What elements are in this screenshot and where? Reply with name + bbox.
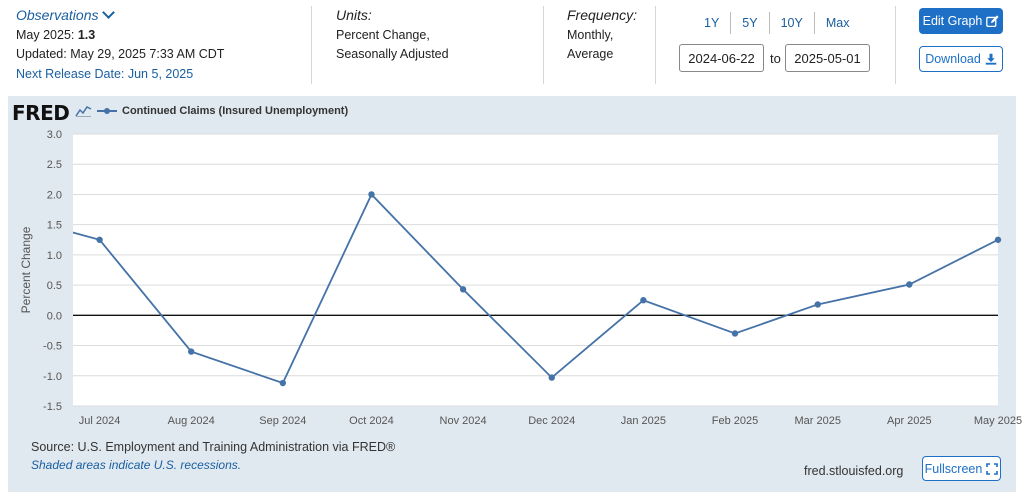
data-point: [548, 374, 555, 381]
x-tick-label: Oct 2024: [349, 415, 394, 427]
data-point: [188, 348, 195, 355]
y-tick-label: -0.5: [43, 341, 62, 353]
units-line1: Percent Change,: [336, 27, 430, 42]
updated-text: Updated: May 29, 2025 7:33 AM CDT: [16, 47, 225, 61]
y-tick-label: 2.5: [47, 159, 62, 171]
observations-title: Observations: [16, 7, 99, 23]
legend-marker: [97, 108, 117, 114]
fullscreen-icon: [986, 462, 999, 475]
x-tick-label: Dec 2024: [528, 415, 575, 427]
y-tick-label: 2.0: [47, 189, 62, 201]
to-label: to: [770, 51, 781, 66]
line-graph-icon: [75, 106, 92, 117]
data-point: [96, 236, 103, 243]
y-tick-label: -1.0: [43, 371, 62, 383]
x-tick-label: Nov 2024: [440, 415, 487, 427]
observations-dropdown[interactable]: Observations: [16, 6, 224, 26]
y-tick-label: 0.0: [47, 310, 62, 322]
y-tick-label: 0.5: [47, 280, 62, 292]
y-tick-label: -1.5: [43, 401, 62, 413]
latest-observation: May 2025: 1.3: [16, 26, 224, 46]
frequency-line1: Monthly,: [567, 27, 614, 42]
divider: [311, 6, 312, 84]
divider: [655, 6, 656, 84]
chevron-down-icon: [102, 6, 116, 19]
units-title: Units:: [336, 7, 372, 23]
frequency-line2: Average: [567, 47, 614, 61]
units-line2: Seasonally Adjusted: [336, 47, 449, 61]
header-bar: Observations May 2025: 1.3 Updated: May …: [0, 0, 1024, 92]
x-tick-label: Feb 2025: [712, 415, 758, 427]
x-tick-label: Jul 2024: [79, 415, 121, 427]
fullscreen-button[interactable]: Fullscreen: [922, 456, 1001, 481]
x-tick-label: May 2025: [974, 415, 1022, 427]
y-tick-label: 1.5: [47, 220, 62, 232]
next-release-link[interactable]: Next Release Date: Jun 5, 2025: [16, 66, 194, 81]
range-10y-button[interactable]: 10Y: [770, 12, 815, 34]
data-point: [906, 281, 913, 288]
y-axis-label: Percent Change: [19, 226, 33, 313]
data-point: [814, 301, 821, 308]
site-url: fred.stlouisfed.org: [804, 464, 904, 478]
chart-legend: Continued Claims (Insured Unemployment): [97, 105, 348, 117]
divider: [543, 6, 544, 84]
observations-block: Observations May 2025: 1.3 Updated: May …: [16, 6, 224, 84]
fred-logo: FRED: [12, 101, 70, 125]
units-block: Units: Percent Change, Seasonally Adjust…: [336, 6, 449, 65]
data-point: [994, 236, 1002, 243]
range-5y-button[interactable]: 5Y: [731, 12, 770, 34]
observation-date: May 2025:: [16, 27, 75, 42]
range-buttons: 1Y 5Y 10Y Max: [693, 12, 860, 34]
data-point: [279, 379, 287, 387]
chart-panel: FRED Continued Claims (Insured Unemploym…: [8, 96, 1022, 492]
range-1y-button[interactable]: 1Y: [693, 12, 732, 34]
divider: [895, 6, 896, 84]
download-icon: [985, 53, 997, 65]
range-max-button[interactable]: Max: [825, 16, 850, 30]
x-tick-label: Sep 2024: [259, 415, 306, 427]
x-tick-label: Jan 2025: [621, 415, 666, 427]
start-date-input[interactable]: [679, 44, 764, 72]
legend-label: Continued Claims (Insured Unemployment): [122, 105, 349, 117]
frequency-block: Frequency: Monthly, Average: [567, 6, 637, 65]
x-tick-label: Apr 2025: [887, 415, 932, 427]
end-date-input[interactable]: [785, 44, 870, 72]
recession-note: Shaded areas indicate U.S. recessions.: [31, 458, 242, 472]
fullscreen-label: Fullscreen: [924, 461, 983, 476]
data-point: [640, 297, 647, 304]
edit-graph-button[interactable]: Edit Graph: [919, 8, 1003, 34]
series-line: [73, 192, 998, 385]
pencil-square-icon: [986, 14, 999, 27]
observation-value: 1.3: [77, 27, 96, 42]
line-chart: 3.0 2.5 2.0 1.5 1.0 0.5 0.0 -0.5 -1.0 -1.5 Jul 202…: [19, 129, 1022, 427]
data-point: [368, 191, 375, 198]
frequency-title: Frequency:: [567, 7, 638, 23]
edit-graph-label: Edit Graph: [922, 14, 983, 28]
download-button[interactable]: Download: [919, 46, 1003, 72]
y-tick-label: 1.0: [47, 250, 62, 262]
data-point: [459, 286, 467, 293]
source-text: Source: U.S. Employment and Training Adm…: [31, 440, 396, 454]
x-tick-label: Aug 2024: [168, 415, 215, 427]
x-tick-label: Mar 2025: [794, 415, 840, 427]
y-tick-label: 3.0: [47, 129, 62, 141]
data-point: [731, 330, 739, 337]
plot-area: [73, 134, 998, 406]
download-label: Download: [925, 52, 981, 66]
